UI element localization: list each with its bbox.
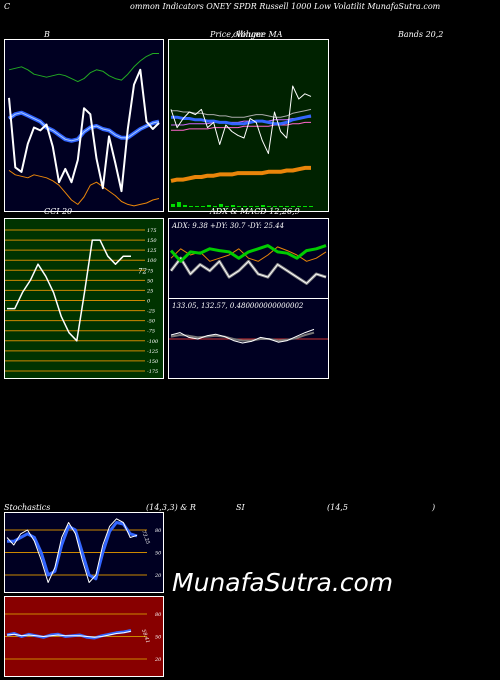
stoch-label: Stochastics [4,503,51,512]
adx-macd-title: ADX & MACD 12,26,9 [210,207,300,216]
di-plus-line [169,244,327,263]
stoch-level-label: 20 [154,573,162,579]
price-title: Price, Volume MA [210,30,283,39]
price-ma-short [171,114,312,126]
cci-tick-label: 175 [147,228,157,234]
rsi-close: ) [432,503,436,512]
volume-bar [249,206,253,207]
cci-tick-label: 100 [147,258,157,264]
stoch-k-line [6,518,138,583]
volume-bar [177,202,181,207]
price-panel [168,39,329,212]
volume-bar [183,205,187,207]
price-volume-ma [170,165,311,183]
bb-upper-band [8,53,159,83]
cci-line [7,239,131,342]
bollinger-chart [5,40,163,211]
price-upper-band [171,108,312,118]
cci-tick-label: 0 [147,299,151,305]
rsi-params: (14,5 [327,503,348,512]
cci-tick-label: -125 [147,349,158,355]
bb-label-left: B [44,30,50,39]
bb-lower-band [8,169,160,207]
cci-tick-label: 50 [147,278,154,284]
rsi-label: SI [236,503,245,512]
price-ma-long [171,116,311,126]
cci-tick-label: -75 [147,329,155,335]
adx-readout: ADX: 9.38 +DY: 30.7 -DY: 25.44 [171,222,284,230]
header-c: C [4,2,11,11]
bb-middle-band-core [8,112,160,142]
stoch-level-label: 80 [155,528,162,534]
volume-bar [225,206,229,207]
volume-bar [213,206,217,207]
cci-title: CCI 20 [44,207,73,216]
volume-bar [285,206,289,207]
volume-bar [291,206,295,207]
volume-bar [297,206,301,207]
cci-value-label: 72 [138,267,147,275]
stoch-level-label: 50 [155,551,162,557]
cci-tick-label: -50 [147,319,156,325]
volume-bar [231,205,235,207]
adx-chart: ADX: 9.38 +DY: 30.7 -DY: 25.44 [169,219,328,298]
header-title: ommon Indicators ONEY SPDR Russell 1000 … [130,2,441,11]
volume-bar [171,204,175,207]
cci-panel: 175 150 125 100 75 50 25 0 -25 -50 -75 -100 -125 -150… [4,218,164,379]
price-ma-mid [171,121,311,131]
stochastics-panel: 80 50 20 73.25 [4,512,164,593]
cci-tick-label: 75 [147,268,153,274]
price-overlay: ollinger [233,30,265,39]
volume-bar [255,206,259,207]
volume-bar [273,206,277,207]
rsi-level-label: 50 [155,635,162,641]
macd-chart: 133.05, 132.57, 0.480000000000002 [169,299,328,378]
cci-tick-label: 125 [147,248,157,254]
adx-panel: ADX: 9.38 +DY: 30.7 -DY: 25.44 [168,218,329,299]
macd-line [170,328,315,344]
rsi-level-label: 80 [155,612,162,618]
cci-tick-label: -175 [147,369,158,375]
cci-tick-label: -100 [147,339,159,345]
stoch-value-label: 73.25 [140,530,151,546]
bollinger-panel [4,39,164,212]
rsi-panel: 80 50 20 58.41 [4,596,164,677]
rsi-chart: 80 50 20 58.41 [5,597,163,676]
stoch-params: (14,3,3) & R [146,503,196,512]
volume-bar [189,206,193,207]
volume-bar [237,206,241,207]
volume-bar [219,204,223,207]
rsi-level-label: 20 [154,657,162,663]
brand-watermark: MunafaSutra.com [172,568,394,597]
stochastics-chart: 80 50 20 73.25 [5,513,163,592]
cci-tick-label: 25 [146,288,153,294]
cci-tick-label: -25 [147,309,155,315]
volume-bar [195,206,199,207]
price-close-line [170,85,312,155]
di-minus-core [170,257,327,284]
macd-panel: 133.05, 132.57, 0.480000000000002 [168,298,329,379]
volume-bar [303,206,307,207]
rsi-value-label: 58.41 [140,629,151,645]
volume-bar [279,206,283,207]
volume-bar [261,205,265,207]
rsi-ma-line [6,630,132,638]
cci-chart: 175 150 125 100 75 50 25 0 -25 -50 -75 -100 -125 -150… [5,219,163,378]
bb-label-right: Bands 20,2 [398,30,444,39]
volume-bar [267,206,271,207]
volume-bar [243,206,247,207]
bb-price-line [8,68,160,193]
macd-readout: 133.05, 132.57, 0.480000000000002 [172,302,304,310]
volume-bar [309,206,313,207]
cci-tick-label: 150 [147,238,157,244]
volume-bar [207,205,211,207]
price-chart [169,40,328,211]
volume-bar [201,206,205,207]
cci-tick-label: -150 [147,359,159,365]
